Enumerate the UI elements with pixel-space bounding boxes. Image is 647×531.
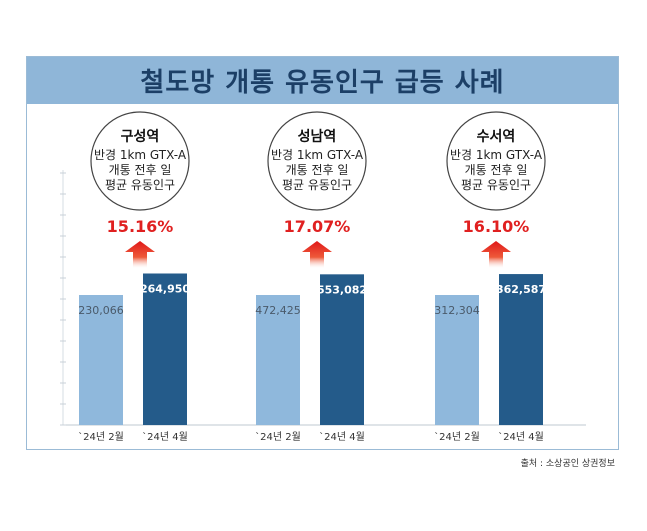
bar-value-label: 362,587 xyxy=(496,283,546,296)
station-name: 수서역 xyxy=(477,128,516,145)
station-description-line: 반경 1km GTX-A xyxy=(94,148,187,162)
station-description-line: 개통 전후 일 xyxy=(465,163,528,177)
station-circle xyxy=(90,111,190,211)
bar-value-label: 264,950 xyxy=(140,282,190,295)
station-description-line: 개통 전후 일 xyxy=(286,163,349,177)
chart-title: 철도망 개통 유동인구 급등 사례 xyxy=(140,68,505,98)
station-circle xyxy=(446,111,546,211)
station-description-line: 평균 유동인구 xyxy=(282,178,352,192)
x-tick-label: `24년 2월 xyxy=(255,431,301,443)
bar-after xyxy=(320,274,364,425)
bar-value-label: 472,425 xyxy=(255,304,301,317)
change-percent: 16.10% xyxy=(463,217,530,236)
station-name: 성남역 xyxy=(298,128,337,145)
change-percent: 15.16% xyxy=(107,217,174,236)
title-bar: 철도망 개통 유동인구 급등 사례 xyxy=(27,57,618,104)
bar-after xyxy=(143,273,187,425)
station-description-line: 반경 1km GTX-A xyxy=(271,148,364,162)
increase-arrow xyxy=(302,241,332,268)
change-percent: 17.07% xyxy=(284,217,351,236)
station-description-line: 개통 전후 일 xyxy=(109,163,172,177)
bar-value-label: 553,082 xyxy=(317,283,367,296)
bar-value-label: 230,066 xyxy=(78,304,124,317)
bar-before xyxy=(435,295,479,425)
bar-before xyxy=(256,295,300,425)
station-name: 구성역 xyxy=(121,128,160,145)
station-description-line: 반경 1km GTX-A xyxy=(450,148,543,162)
x-tick-label: `24년 4월 xyxy=(319,431,365,443)
station-circle xyxy=(267,111,367,211)
station-description-line: 평균 유동인구 xyxy=(105,178,175,192)
bar-before xyxy=(79,295,123,425)
station-description-line: 평균 유동인구 xyxy=(461,178,531,192)
bar-value-label: 312,304 xyxy=(434,304,480,317)
increase-arrow xyxy=(125,241,155,268)
x-tick-label: `24년 2월 xyxy=(78,431,124,443)
x-tick-label: `24년 4월 xyxy=(498,431,544,443)
increase-arrow xyxy=(481,241,511,268)
bar-after xyxy=(499,274,543,425)
x-tick-label: `24년 2월 xyxy=(434,431,480,443)
x-tick-label: `24년 4월 xyxy=(142,431,188,443)
source-note: 출처 : 소상공인 상권정보 xyxy=(520,459,615,469)
